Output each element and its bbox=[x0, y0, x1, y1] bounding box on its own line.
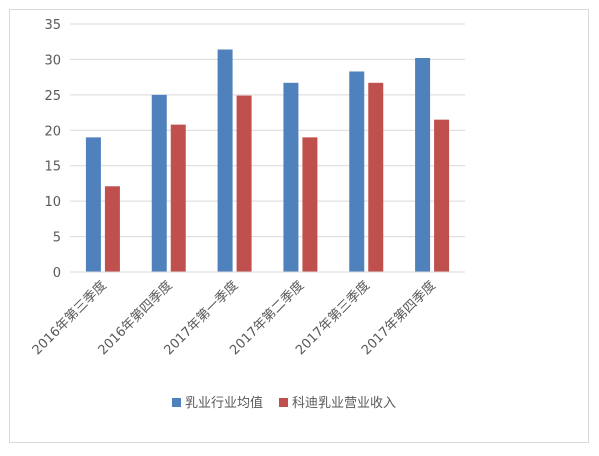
y-tick-label: 0 bbox=[53, 266, 61, 281]
bar-industry-average bbox=[85, 137, 101, 272]
y-tick-label: 30 bbox=[44, 53, 61, 68]
y-tick-label: 20 bbox=[44, 124, 61, 139]
y-tick-label: 25 bbox=[44, 89, 61, 104]
legend-swatch bbox=[172, 398, 181, 407]
bar-industry-average bbox=[151, 94, 167, 272]
bars bbox=[85, 49, 450, 273]
bar-industry-average bbox=[283, 82, 299, 272]
legend: 乳业行业均值 科迪乳业营业收入 bbox=[172, 395, 396, 411]
legend-label: 科迪乳业营业收入 bbox=[292, 396, 396, 411]
y-tick-label: 5 bbox=[53, 231, 61, 246]
bar-kedi-revenue bbox=[302, 137, 318, 272]
bar-industry-average bbox=[217, 49, 233, 272]
legend-label: 乳业行业均值 bbox=[185, 395, 263, 411]
bar-kedi-revenue bbox=[434, 119, 450, 273]
bar-industry-average bbox=[349, 71, 365, 272]
y-tick-label: 35 bbox=[44, 18, 61, 33]
bar-kedi-revenue bbox=[368, 82, 384, 272]
y-axis-ticks: 0 5 10 15 20 25 30 35 bbox=[44, 18, 61, 281]
y-tick-label: 15 bbox=[44, 160, 61, 175]
y-tick-label: 10 bbox=[44, 195, 61, 210]
x-axis-ticks: 2016年第三季度2016年第四季度2017年第一季度2017年第二季度2017… bbox=[29, 278, 439, 359]
bar-industry-average bbox=[415, 58, 431, 272]
bar-kedi-revenue bbox=[104, 186, 120, 272]
bar-kedi-revenue bbox=[170, 124, 186, 272]
bar-kedi-revenue bbox=[236, 95, 252, 273]
gridlines bbox=[70, 23, 465, 238]
legend-swatch bbox=[279, 398, 288, 407]
